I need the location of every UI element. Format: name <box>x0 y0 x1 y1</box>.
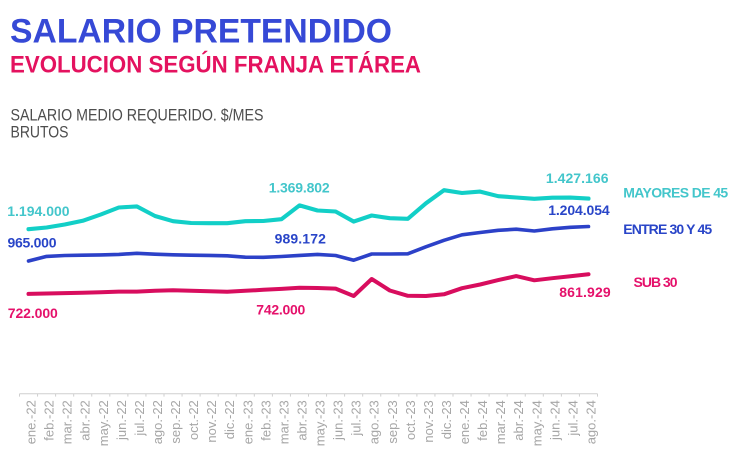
svg-text:feb.-24: feb.-24 <box>475 400 490 440</box>
svg-text:may.-24: may.-24 <box>529 400 544 446</box>
svg-text:oct.-23: oct.-23 <box>403 400 418 440</box>
svg-text:SUB 30: SUB 30 <box>634 274 678 290</box>
svg-text:sep.-22: sep.-22 <box>168 400 183 443</box>
svg-text:1.427.166: 1.427.166 <box>546 170 609 186</box>
svg-text:742.000: 742.000 <box>256 302 305 318</box>
svg-text:1.204.054: 1.204.054 <box>548 202 610 218</box>
svg-text:mar.-23: mar.-23 <box>276 400 291 444</box>
svg-text:abr.-22: abr.-22 <box>78 400 93 440</box>
svg-text:ago.-22: ago.-22 <box>150 400 165 444</box>
svg-text:1.369.802: 1.369.802 <box>269 180 330 196</box>
svg-text:jun.-23: jun.-23 <box>331 400 346 441</box>
svg-text:nov.-22: nov.-22 <box>204 400 219 442</box>
svg-text:SALARIO PRETENDIDO: SALARIO PRETENDIDO <box>10 12 392 50</box>
svg-text:abr.-24: abr.-24 <box>511 400 526 440</box>
svg-text:965.000: 965.000 <box>8 235 57 251</box>
svg-text:jul.-23: jul.-23 <box>349 400 364 436</box>
svg-text:may.-23: may.-23 <box>313 400 328 446</box>
svg-text:may.-22: may.-22 <box>96 400 111 446</box>
svg-text:mar.-22: mar.-22 <box>60 400 75 444</box>
svg-text:MAYORES DE 45: MAYORES DE 45 <box>623 184 728 200</box>
svg-text:722.000: 722.000 <box>8 305 58 321</box>
svg-text:sep.-23: sep.-23 <box>385 400 400 443</box>
svg-text:jun.-24: jun.-24 <box>547 400 562 441</box>
svg-text:989.172: 989.172 <box>275 231 327 247</box>
svg-text:mar.-24: mar.-24 <box>493 400 508 444</box>
svg-text:nov.-23: nov.-23 <box>421 400 436 442</box>
svg-text:EVOLUCION SEGÚN FRANJA ETÁREA: EVOLUCION SEGÚN FRANJA ETÁREA <box>10 50 421 78</box>
svg-text:861.929: 861.929 <box>559 284 611 300</box>
svg-text:feb.-23: feb.-23 <box>258 400 273 440</box>
svg-text:feb.-22: feb.-22 <box>42 400 57 440</box>
svg-text:ene.-24: ene.-24 <box>457 400 472 444</box>
svg-text:ago.-24: ago.-24 <box>584 400 599 444</box>
svg-text:ENTRE 30 Y 45: ENTRE 30 Y 45 <box>623 221 712 237</box>
svg-text:ene.-22: ene.-22 <box>24 400 39 444</box>
svg-text:BRUTOS: BRUTOS <box>11 124 69 142</box>
svg-text:SALARIO MEDIO REQUERIDO. $/MES: SALARIO MEDIO REQUERIDO. $/MES <box>11 106 264 124</box>
svg-text:ago.-23: ago.-23 <box>367 400 382 444</box>
svg-text:oct.-22: oct.-22 <box>186 400 201 440</box>
svg-text:dic.-23: dic.-23 <box>439 400 454 439</box>
svg-text:abr.-23: abr.-23 <box>295 400 310 440</box>
svg-text:ene.-23: ene.-23 <box>240 400 255 444</box>
svg-text:jul.-24: jul.-24 <box>565 400 580 436</box>
svg-text:jun.-22: jun.-22 <box>114 400 129 441</box>
svg-text:jul.-22: jul.-22 <box>132 400 147 436</box>
svg-text:dic.-22: dic.-22 <box>222 400 237 439</box>
svg-text:1.194.000: 1.194.000 <box>7 203 70 219</box>
